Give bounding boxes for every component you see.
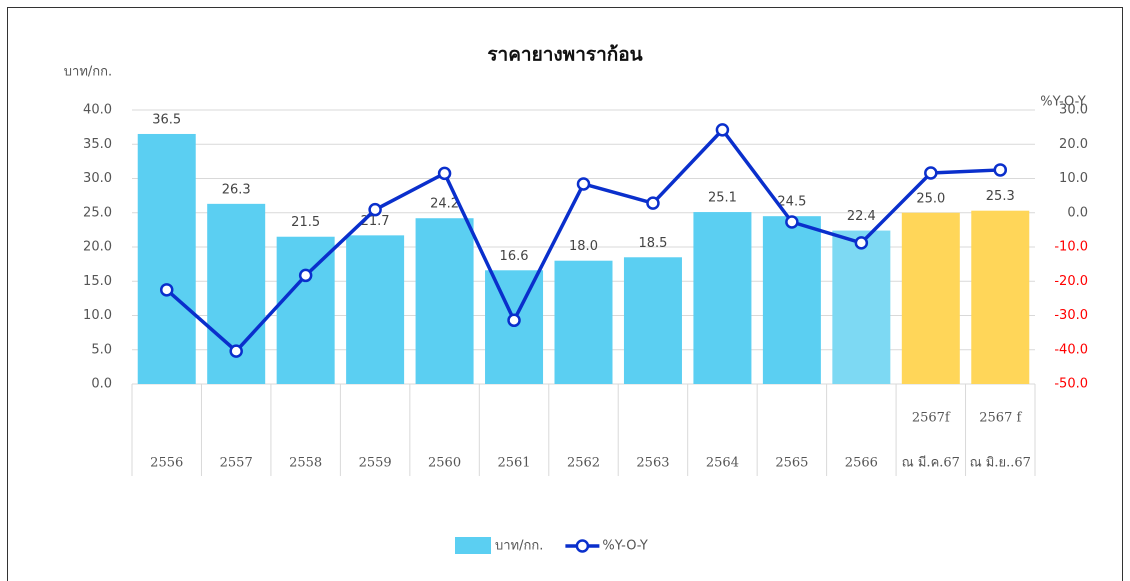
legend-label: %Y-O-Y <box>602 539 648 554</box>
line-point <box>368 202 382 217</box>
line-point <box>993 163 1008 177</box>
y-tick-label: 25.0 <box>83 205 112 220</box>
value-label: 26.3 <box>222 182 251 197</box>
value-label: 25.3 <box>986 189 1015 204</box>
bar <box>693 212 752 384</box>
legend-swatch <box>575 539 590 553</box>
bar <box>554 260 613 384</box>
y2-axis-label: %Y-O-Y <box>1040 95 1086 110</box>
x-tick-label: 2561 <box>497 456 530 471</box>
line-point <box>715 123 730 137</box>
value-label: 25.0 <box>916 191 945 206</box>
legend-swatch <box>455 537 491 554</box>
line-point <box>646 196 660 210</box>
legend-label: บาท/กก. <box>495 539 543 554</box>
x-tick-label: 2567f <box>912 411 951 426</box>
x-tick-label: 2559 <box>359 456 392 471</box>
line-point <box>924 166 938 180</box>
chart-title: ราคายางพาราก้อน <box>487 44 642 66</box>
y2-tick-label: 20.0 <box>1059 137 1088 152</box>
x-tick-label: ณ มิ.ย..67 <box>970 456 1031 471</box>
value-label: 24.5 <box>777 195 806 210</box>
line-point <box>298 268 313 283</box>
x-tick-label: 2558 <box>289 456 322 471</box>
x-tick-label: 2567 f <box>979 411 1022 426</box>
y2-tick-label: 0.0 <box>1067 205 1088 220</box>
x-tick-label: 2560 <box>428 456 461 471</box>
bar <box>832 230 891 384</box>
y2-tick-label: -40.0 <box>1054 342 1088 357</box>
bar <box>623 257 682 384</box>
y-tick-label: 0.0 <box>91 377 112 392</box>
value-label: 16.6 <box>500 249 529 264</box>
bar <box>346 235 405 384</box>
value-label: 21.5 <box>291 215 320 230</box>
x-tick-label: 2566 <box>845 456 878 471</box>
y-tick-label: 20.0 <box>83 240 112 255</box>
x-tick-label: ณ มี.ค.67 <box>902 455 960 471</box>
y-tick-label: 5.0 <box>91 342 112 357</box>
y-tick-label: 35.0 <box>83 137 112 152</box>
y2-tick-label: -20.0 <box>1054 274 1088 289</box>
value-label: 22.4 <box>847 209 876 224</box>
y-tick-label: 15.0 <box>83 274 112 289</box>
line-point <box>507 313 521 328</box>
line-point <box>437 166 452 181</box>
x-tick-label: 2556 <box>150 456 183 471</box>
line-point <box>159 283 174 297</box>
x-tick-label: 2564 <box>706 456 739 471</box>
y2-tick-label: 10.0 <box>1059 171 1088 186</box>
line-point <box>854 236 869 250</box>
bar <box>901 212 960 384</box>
x-tick-label: 2557 <box>220 456 253 471</box>
y2-tick-label: 30.0 <box>1059 103 1088 118</box>
bar <box>971 210 1030 384</box>
bar <box>276 236 335 384</box>
y2-tick-label: -50.0 <box>1054 377 1088 392</box>
y2-tick-label: -30.0 <box>1054 308 1088 323</box>
y-axis-label: บาท/กก. <box>64 65 112 80</box>
x-tick-label: 2565 <box>775 456 808 471</box>
y-tick-label: 40.0 <box>83 103 112 118</box>
line-point <box>229 344 243 358</box>
bar <box>485 270 544 384</box>
value-label: 18.5 <box>638 236 667 251</box>
value-label: 25.1 <box>708 191 737 206</box>
x-tick-label: 2562 <box>567 456 600 471</box>
line-point <box>785 215 799 229</box>
value-label: 24.2 <box>430 197 459 212</box>
x-tick-label: 2563 <box>636 456 669 471</box>
y-tick-label: 10.0 <box>83 308 112 323</box>
bar <box>137 133 196 384</box>
bar <box>415 218 474 384</box>
bar <box>762 216 821 384</box>
value-label: 18.0 <box>569 239 598 254</box>
value-label: 36.5 <box>152 112 181 127</box>
y-tick-label: 30.0 <box>83 171 112 186</box>
y2-tick-label: -10.0 <box>1054 240 1088 255</box>
line-point <box>576 177 591 191</box>
